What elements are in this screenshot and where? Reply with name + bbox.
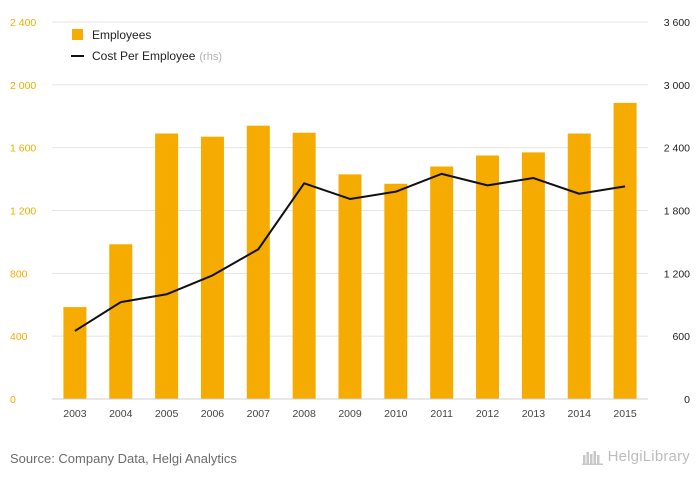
y-right-tick-label: 1 200 [664, 268, 690, 280]
bar-employees-2014 [567, 133, 591, 399]
y-left-tick-label: 800 [10, 268, 28, 280]
legend: Employees Cost Per Employee (rhs) [71, 28, 222, 63]
bar-employees-2006 [200, 136, 224, 399]
x-tick-label-2014: 2014 [568, 408, 592, 420]
x-tick-label-2009: 2009 [338, 408, 362, 420]
x-tick-label-2015: 2015 [613, 408, 637, 420]
y-left-tick-label: 2 400 [10, 17, 36, 29]
y-right-tick-label: 3 600 [664, 17, 690, 29]
y-right-tick-label: 2 400 [664, 143, 690, 155]
y-left-tick-label: 400 [10, 331, 28, 343]
x-tick-label-2008: 2008 [292, 408, 316, 420]
bar-employees-2008 [292, 132, 316, 399]
y-left-tick-label: 0 [10, 394, 16, 406]
y-left-tick-label: 1 200 [10, 206, 36, 218]
y-right-tick-label: 0 [684, 394, 690, 406]
library-icon [581, 450, 603, 465]
x-tick-label-2006: 2006 [201, 408, 225, 420]
bar-employees-2007 [246, 125, 270, 400]
helgi-library-logo: HelgiLibrary [581, 448, 690, 465]
x-tick-label-2011: 2011 [430, 408, 453, 420]
y-right-tick-label: 1 800 [664, 206, 690, 218]
y-right-tick-label: 3 000 [664, 80, 690, 92]
bar-employees-2015 [613, 102, 637, 399]
bar-employees-2005 [155, 133, 179, 399]
legend-label-employees: Employees [92, 28, 151, 42]
y-left-tick-label: 2 000 [10, 80, 36, 92]
bar-employees-2003 [63, 307, 87, 399]
brand-name: HelgiLibrary [607, 448, 690, 465]
x-tick-label-2005: 2005 [155, 408, 179, 420]
cost-per-employee-line-group [74, 172, 626, 332]
employees-bars [63, 102, 637, 400]
bar-employees-2009 [338, 174, 362, 399]
legend-label-cost-per-employee: Cost Per Employee (rhs) [92, 49, 222, 63]
x-tick-label-2004: 2004 [109, 408, 133, 420]
y-left-tick-label: 1 600 [10, 143, 36, 155]
x-tick-label-2007: 2007 [247, 408, 271, 420]
bar-employees-2010 [384, 183, 408, 399]
x-tick-label-2012: 2012 [476, 408, 500, 420]
x-tick-label-2013: 2013 [522, 408, 546, 420]
x-tick-label-2003: 2003 [63, 408, 87, 420]
axes: 0 400 800 1 200 1 600 2 000 2 400 0 600 1 200 1 80… [10, 17, 690, 420]
bar-employees-2012 [476, 155, 500, 399]
bar-employees-2011 [430, 166, 454, 399]
bar-employees-2013 [521, 152, 545, 399]
bar-employees-2004 [109, 244, 133, 399]
x-tick-label-2010: 2010 [384, 408, 408, 420]
y-right-tick-label: 600 [672, 331, 690, 343]
source-note: Source: Company Data, Helgi Analytics [10, 451, 237, 466]
legend-swatch-employees [72, 29, 83, 40]
legend-label-cost-text: Cost Per Employee [92, 49, 196, 63]
legend-label-rhs-note: (rhs) [199, 51, 222, 63]
